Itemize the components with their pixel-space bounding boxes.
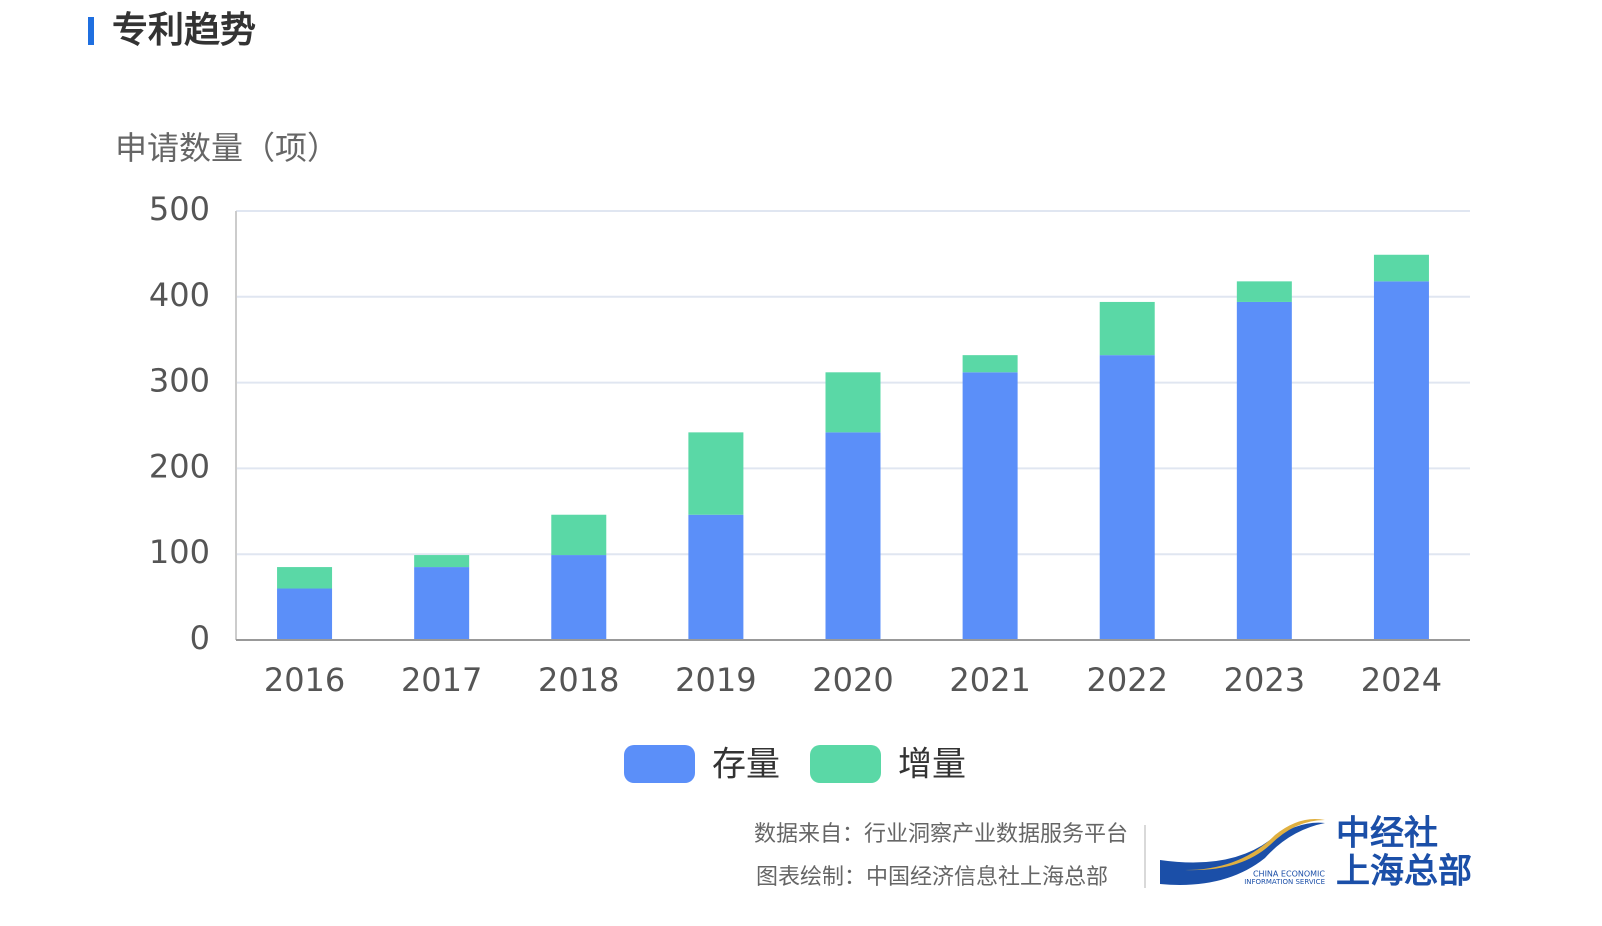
y-tick-label: 500 xyxy=(149,190,210,228)
logo-name: 中经社 xyxy=(1336,814,1438,854)
y-tick-label: 100 xyxy=(149,533,210,571)
bar-segment xyxy=(962,355,1018,373)
footer-source: 数据来自：行业洞察产业数据服务平台 xyxy=(754,822,1128,847)
x-tick-label: 2017 xyxy=(401,661,482,699)
x-tick-label: 2021 xyxy=(949,661,1030,699)
bar-segment xyxy=(1373,254,1429,282)
x-tick-label: 2023 xyxy=(1224,661,1305,699)
x-tick-label: 2018 xyxy=(538,661,619,699)
y-tick-label: 300 xyxy=(149,362,210,400)
bar-segment xyxy=(277,567,333,589)
x-tick-label: 2020 xyxy=(812,661,893,699)
title-accent xyxy=(88,17,94,45)
logo-branch: 上海总部 xyxy=(1336,852,1472,892)
bar-segment xyxy=(688,514,744,640)
bar-segment xyxy=(1099,301,1155,356)
logo-english: CHINA ECONOMIC xyxy=(1253,870,1325,879)
bar-segment xyxy=(277,588,333,640)
legend-label: 增量 xyxy=(898,745,966,785)
bar-segment xyxy=(414,555,470,568)
bar-segment xyxy=(414,567,470,640)
bar-segment xyxy=(962,372,1018,640)
x-tick-label: 2024 xyxy=(1361,661,1442,699)
y-tick-label: 200 xyxy=(149,447,210,485)
bar-segment xyxy=(825,432,881,640)
footer-credit: 图表绘制：中国经济信息社上海总部 xyxy=(756,865,1108,890)
bar-segment xyxy=(688,432,744,515)
x-tick-label: 2019 xyxy=(675,661,756,699)
bar-segment xyxy=(1236,281,1292,302)
bar-segment xyxy=(825,372,881,433)
y-tick-label: 400 xyxy=(149,276,210,314)
logo-english: INFORMATION SERVICE xyxy=(1244,878,1325,886)
bar-segment xyxy=(551,514,607,556)
logo: CHINA ECONOMIC INFORMATION SERVICE 中经社 上… xyxy=(1160,814,1472,892)
chart-title: 专利趋势 xyxy=(112,10,256,51)
x-tick-label: 2022 xyxy=(1087,661,1168,699)
legend-swatch xyxy=(624,745,695,783)
x-tick-label: 2016 xyxy=(264,661,345,699)
bar-segment xyxy=(551,555,607,640)
legend-swatch xyxy=(810,745,881,783)
legend-label: 存量 xyxy=(712,745,780,785)
y-tick-label: 0 xyxy=(190,619,210,657)
bar-segment xyxy=(1236,301,1292,640)
bar-segment xyxy=(1373,281,1429,640)
y-axis-label: 申请数量（项） xyxy=(115,129,339,167)
bar-segment xyxy=(1099,355,1155,640)
